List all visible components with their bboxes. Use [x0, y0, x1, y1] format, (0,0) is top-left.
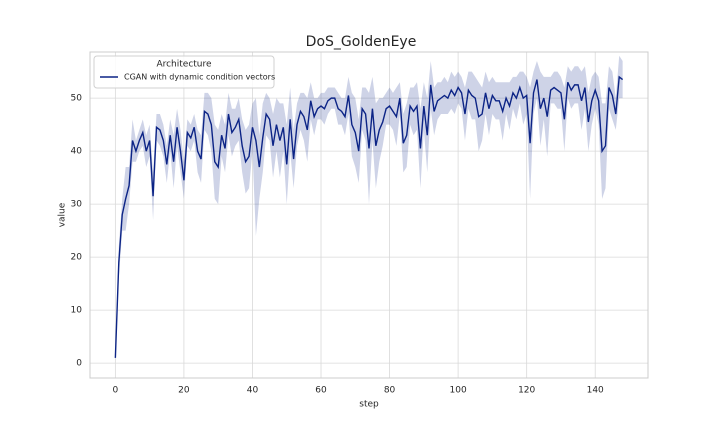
x-tick-label: 0 [112, 386, 118, 396]
x-tick-label: 80 [384, 386, 396, 396]
y-tick-label: 10 [71, 306, 83, 316]
plot-frame [89, 51, 649, 379]
y-tick-label: 20 [71, 253, 83, 263]
y-tick-label: 50 [71, 94, 83, 104]
confidence-band [115, 55, 623, 361]
y-tick-label: 0 [76, 359, 82, 369]
x-tick-label: 120 [518, 386, 535, 396]
chart-title: DoS_GoldenEye [306, 34, 417, 50]
legend-entry: CGAN with dynamic condition vectors [124, 73, 275, 82]
legend-box [93, 55, 275, 89]
x-tick-label: 40 [247, 386, 259, 396]
x-tick-label: 100 [450, 386, 467, 396]
y-tick-label: 40 [71, 147, 83, 157]
x-axis-label: step [359, 400, 379, 410]
legend-title: Architecture [156, 60, 212, 70]
y-axis-label: value [58, 202, 68, 227]
x-tick-label: 60 [315, 386, 327, 396]
y-tick-label: 30 [71, 200, 83, 210]
x-tick-label: 140 [587, 386, 604, 396]
line [114, 75, 624, 358]
x-tick-label: 20 [178, 386, 190, 396]
